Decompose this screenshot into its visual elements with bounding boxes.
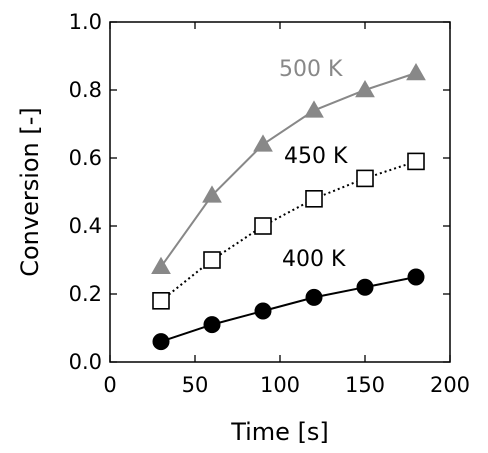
data-point — [152, 333, 170, 351]
data-point — [407, 268, 425, 286]
y-tick-label: 0.8 — [69, 78, 102, 102]
ticks-layer: 0 50 100 150 200 0.0 0.2 0.4 0.6 0.8 1.0 — [69, 10, 470, 397]
data-point — [254, 217, 272, 235]
x-tick-label: 200 — [430, 373, 470, 397]
x-tick-label: 100 — [260, 373, 300, 397]
data-point — [407, 152, 425, 171]
data-point — [253, 134, 273, 152]
data-point — [152, 291, 170, 310]
series-label: 500 K — [279, 57, 343, 82]
x-tick-label: 0 — [103, 373, 116, 397]
data-point — [254, 302, 272, 320]
data-point — [202, 185, 222, 203]
y-tick-label: 0.2 — [69, 282, 102, 306]
x-tick-label: 50 — [182, 373, 209, 397]
y-tick-label: 0.0 — [69, 350, 102, 374]
data-point — [356, 278, 374, 296]
series-label: 450 K — [284, 144, 348, 169]
data-point — [406, 62, 426, 81]
data-point — [304, 100, 324, 118]
labels-layer: 500 K 450 K 400 K — [279, 57, 348, 272]
series-line — [160, 160, 417, 302]
data-point — [151, 256, 171, 275]
x-tick-label: 150 — [345, 373, 385, 397]
y-tick-label: 1.0 — [69, 10, 102, 34]
y-axis-label: Conversion [-] — [16, 107, 44, 277]
y-tick-label: 0.4 — [69, 214, 102, 238]
series-layer — [151, 62, 426, 351]
data-point — [203, 316, 221, 334]
series-line — [160, 72, 417, 268]
series-400-k — [152, 268, 425, 351]
series-line — [160, 276, 417, 343]
series-label: 400 K — [282, 247, 346, 272]
x-axis-label: Time [s] — [230, 418, 329, 446]
series-450-k — [152, 152, 425, 310]
y-tick-label: 0.6 — [69, 146, 102, 170]
data-point — [355, 79, 375, 98]
data-point — [356, 169, 374, 188]
data-point — [203, 251, 221, 269]
series-500-k — [151, 62, 426, 275]
data-point — [305, 288, 323, 306]
data-point — [305, 190, 323, 208]
